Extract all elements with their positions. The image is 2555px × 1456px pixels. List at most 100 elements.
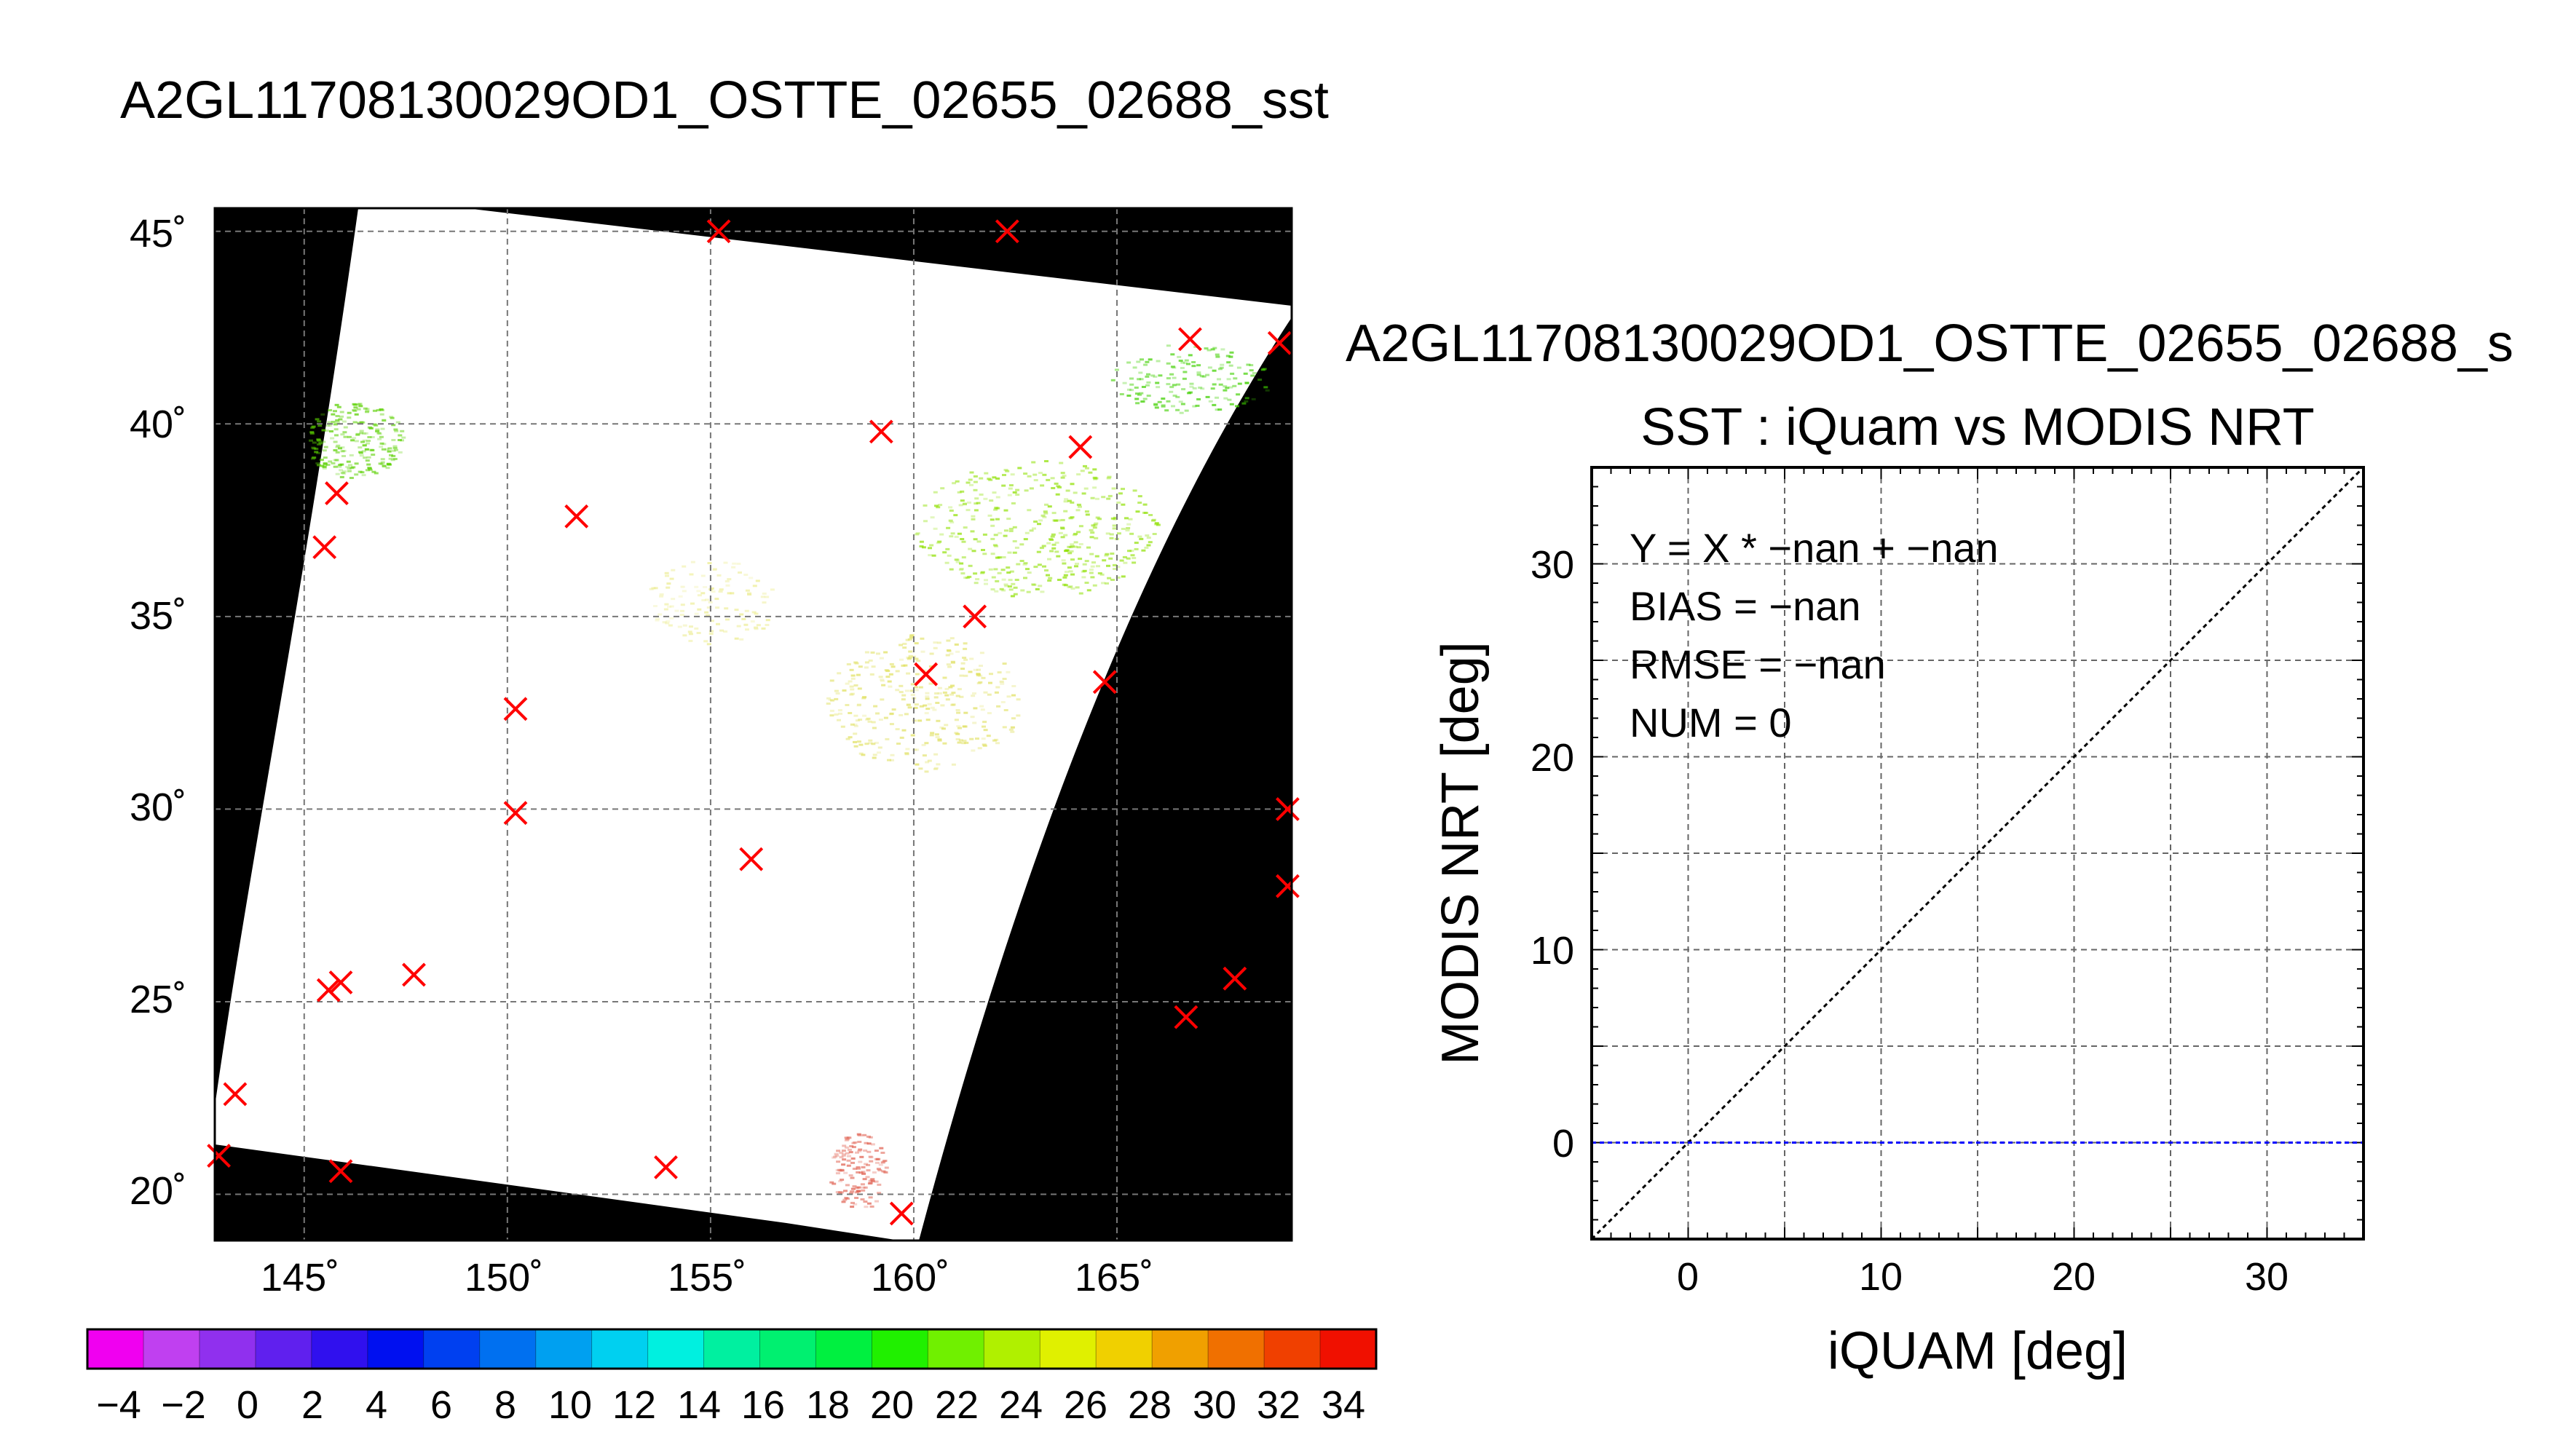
sst-pixel (365, 469, 370, 472)
sst-pixel (1050, 477, 1055, 480)
station-marker (328, 970, 353, 994)
sst-pixel (1062, 474, 1067, 477)
sst-pixel (391, 424, 396, 427)
sst-pixel (924, 712, 929, 715)
sst-pixel (1118, 492, 1123, 495)
sst-pixel (835, 692, 840, 695)
sst-pixel (659, 595, 664, 598)
sst-pixel (934, 692, 939, 695)
sst-pixel (1089, 536, 1094, 539)
sst-pixel (963, 647, 968, 650)
sst-pixel (857, 703, 861, 706)
sst-pixel (895, 670, 900, 673)
sst-pixel (845, 704, 850, 706)
sst-pixel (707, 562, 712, 564)
sst-pixel (853, 1141, 858, 1144)
sst-pixel (1067, 586, 1072, 588)
sst-pixel (906, 703, 911, 706)
sst-pixel (890, 759, 894, 761)
sst-pixel (1033, 479, 1038, 482)
sst-pixel (1010, 726, 1015, 729)
sst-pixel (1011, 582, 1016, 585)
sst-pixel (1250, 374, 1255, 377)
sst-pixel (954, 558, 959, 561)
sst-pixel (354, 462, 359, 465)
sst-pixel (358, 446, 363, 449)
sst-pixel (1076, 473, 1081, 476)
map-lon-ticks: 145˚ 150˚ 155˚ 160˚ 165˚ (261, 1256, 1153, 1299)
sst-pixel (312, 447, 317, 450)
sst-pixel (1111, 487, 1116, 490)
sst-pixel (682, 634, 687, 637)
sst-pixel (1178, 400, 1183, 403)
sst-pixel (388, 457, 393, 460)
station-marker (1267, 331, 1292, 355)
sst-pixel (949, 652, 954, 655)
station-marker (503, 801, 528, 826)
sst-pixel (935, 736, 940, 739)
sst-pixel (368, 468, 373, 471)
sst-pixel (1223, 385, 1228, 388)
sst-pixel (868, 1155, 873, 1158)
sst-pixel (358, 470, 363, 473)
sst-pixel (1201, 375, 1207, 378)
x-tick: 30 (2245, 1255, 2289, 1299)
sst-pixel (1233, 377, 1238, 380)
sst-pixel (837, 1191, 842, 1194)
colorbar-label: −2 (161, 1383, 206, 1427)
sst-pixel (872, 756, 877, 759)
sst-pixel (954, 535, 959, 538)
lat-tick: 30˚ (130, 786, 186, 829)
colorbar: −4 −2 0 2 4 6 8 10 12 14 16 18 20 22 24 … (86, 1328, 1378, 1427)
sst-pixel (973, 538, 978, 541)
sst-pixel (880, 679, 885, 682)
sst-pixel (952, 482, 957, 485)
sst-pixel (380, 427, 385, 430)
sst-pixel (366, 456, 371, 459)
sst-pixel (1121, 488, 1125, 491)
sst-pixel (1067, 499, 1072, 502)
sst-pixel (1126, 523, 1132, 526)
sst-pixel (1076, 546, 1081, 549)
sst-pixel (359, 430, 364, 432)
sst-pixel (1068, 545, 1073, 548)
sst-pixel (976, 502, 981, 505)
sst-pixel (398, 451, 403, 454)
sst-pixel (363, 456, 368, 459)
sst-pixel (902, 646, 907, 649)
sst-pixel (994, 545, 999, 547)
sst-pixel (937, 692, 942, 695)
sst-pixel (948, 506, 953, 509)
sst-pixel (1146, 537, 1151, 539)
sst-pixel (933, 753, 939, 756)
colorbar-swatch (928, 1329, 984, 1369)
sst-pixel (944, 724, 949, 727)
sst-pixel (331, 421, 336, 423)
sst-pixel (841, 1150, 846, 1152)
sst-pixel (1016, 563, 1021, 566)
lat-tick: 35˚ (130, 594, 186, 638)
sst-pixel (688, 639, 693, 642)
sst-pixel (1061, 559, 1066, 562)
sst-pixel (1136, 360, 1141, 363)
sst-pixel (389, 454, 393, 456)
sst-pixel (981, 549, 985, 551)
sst-pixel (899, 736, 904, 739)
sst-pixel (845, 682, 850, 685)
sst-pixel (1249, 364, 1254, 367)
sst-pixel (335, 472, 340, 475)
sst-pixel (1135, 510, 1140, 513)
sst-pixel (956, 711, 961, 714)
sst-pixel (961, 742, 966, 745)
sst-pixel (925, 708, 931, 711)
sst-pixel (391, 439, 396, 441)
sst-pixel (1070, 558, 1075, 561)
sst-pixel (908, 650, 913, 653)
y-tick: 30 (1531, 543, 1574, 587)
sst-pixel (1065, 489, 1070, 492)
sst-pixel (888, 673, 893, 676)
sst-pixel (1140, 400, 1145, 403)
sst-pixel (853, 1167, 858, 1170)
sst-pixel (995, 477, 1000, 480)
sst-pixel (1062, 562, 1067, 565)
